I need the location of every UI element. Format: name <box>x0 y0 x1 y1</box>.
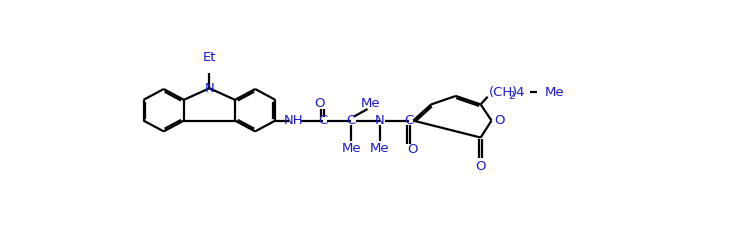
Text: O: O <box>476 160 486 172</box>
Text: O: O <box>494 114 504 127</box>
Text: Me: Me <box>370 142 390 155</box>
Text: O: O <box>314 97 325 110</box>
Text: )4: )4 <box>512 86 526 99</box>
Text: Et: Et <box>203 51 216 64</box>
Text: C: C <box>347 114 356 127</box>
Text: N: N <box>375 114 385 127</box>
Text: N: N <box>205 82 214 95</box>
Text: Me: Me <box>545 86 564 99</box>
Text: NH: NH <box>284 114 303 127</box>
Text: (CH: (CH <box>489 86 513 99</box>
Text: Me: Me <box>342 142 361 155</box>
Text: C: C <box>318 114 327 127</box>
Text: Me: Me <box>361 97 380 110</box>
Text: C: C <box>404 114 413 127</box>
Text: 2: 2 <box>509 91 515 101</box>
Text: O: O <box>408 143 418 156</box>
